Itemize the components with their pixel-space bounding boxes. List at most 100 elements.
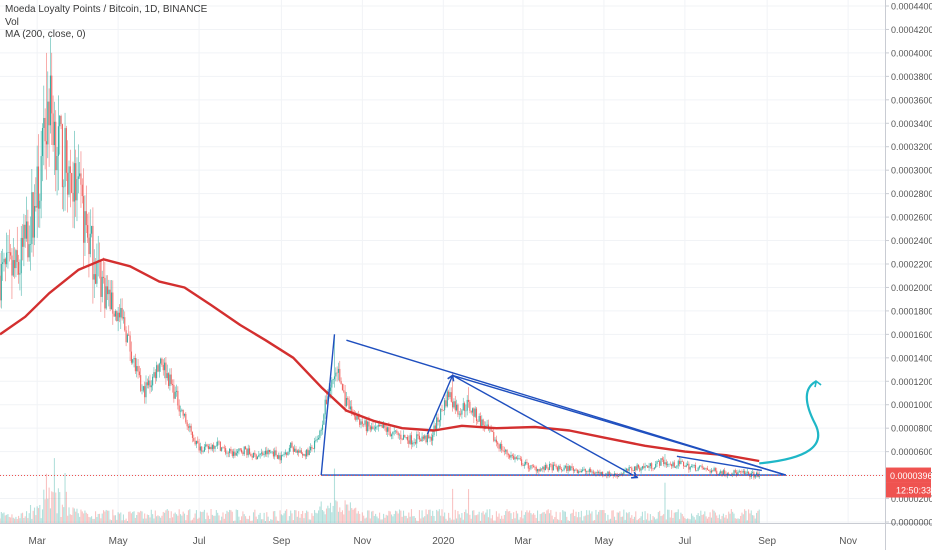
- forecast-arrow: [759, 380, 820, 465]
- candle-body: [445, 400, 447, 407]
- volume-bar: [65, 491, 67, 523]
- candle-body: [286, 452, 288, 455]
- candle-body: [27, 221, 29, 258]
- volume-bar: [185, 520, 187, 523]
- volume-bar: [275, 516, 277, 523]
- candle-body: [381, 425, 383, 428]
- candle-body: [245, 446, 247, 450]
- time-axis-label: Sep: [758, 536, 776, 547]
- volume-bar: [203, 509, 205, 523]
- volume-bar: [227, 512, 229, 523]
- candle-body: [716, 470, 718, 474]
- candle-body: [87, 225, 89, 238]
- candle-body: [4, 258, 6, 265]
- candle-body: [651, 463, 653, 469]
- volume-bar: [757, 510, 759, 523]
- volume-bar: [568, 520, 570, 523]
- volume-bar: [225, 513, 227, 523]
- candle-body: [583, 468, 585, 470]
- volume-bar: [329, 502, 332, 523]
- candle-body: [364, 420, 366, 425]
- volume-legend[interactable]: Vol: [5, 16, 19, 28]
- volume-bar: [68, 507, 70, 523]
- volume-bar: [340, 512, 342, 523]
- candle-body: [108, 289, 110, 295]
- candle-body: [85, 211, 87, 226]
- volume-bar: [8, 516, 10, 523]
- candle-body: [579, 471, 581, 473]
- volume-bar: [57, 488, 59, 523]
- candle-body: [746, 471, 748, 473]
- candle-body: [56, 155, 58, 171]
- candle-body: [383, 424, 385, 428]
- volume-bar: [748, 509, 750, 523]
- volume-bar: [361, 512, 363, 523]
- candle-body: [222, 447, 224, 449]
- time-axis-label: 2020: [432, 536, 455, 547]
- volume-bar: [24, 516, 26, 523]
- candle-body: [33, 206, 36, 238]
- candle-body: [647, 465, 649, 468]
- candle-body: [570, 466, 572, 471]
- volume-bar: [39, 504, 41, 523]
- candle-body: [284, 452, 286, 454]
- volume-bar: [219, 520, 221, 523]
- volume-bar: [594, 520, 596, 523]
- candle-body: [254, 452, 256, 455]
- volume-bar: [639, 518, 641, 523]
- volume-bar: [644, 511, 646, 523]
- candle-body: [405, 436, 407, 438]
- volume-bar: [436, 509, 438, 523]
- candle-body: [252, 452, 255, 458]
- candle-body: [146, 382, 148, 386]
- candle-body: [258, 454, 260, 457]
- volume-bar: [633, 516, 635, 523]
- volume-bar: [688, 518, 690, 523]
- candle-body: [744, 471, 746, 474]
- volume-bar: [736, 518, 738, 523]
- volume-bar: [610, 518, 612, 523]
- candle-body: [64, 128, 66, 187]
- candle-body: [0, 275, 1, 301]
- volume-bar: [527, 512, 529, 523]
- candle-body: [563, 467, 565, 470]
- candle-body: [316, 439, 318, 440]
- candle-body: [429, 437, 431, 439]
- ma-legend[interactable]: MA (200, close, 0): [5, 29, 86, 40]
- volume-bar: [97, 513, 99, 523]
- volume-bar: [213, 515, 215, 523]
- volume-bar: [465, 509, 467, 523]
- candle-body: [237, 451, 239, 453]
- volume-bar: [2, 513, 4, 523]
- volume-bar: [625, 512, 628, 523]
- candle-body: [118, 312, 121, 318]
- volume-bar: [444, 512, 446, 523]
- volume-bar: [705, 516, 707, 523]
- volume-bar: [421, 510, 423, 523]
- volume-bar: [101, 513, 103, 523]
- candle-body: [221, 447, 223, 451]
- volume-bar: [235, 509, 237, 523]
- volume-bar: [51, 491, 53, 523]
- candle-body: [596, 472, 598, 473]
- candle-body: [632, 470, 634, 472]
- volume-bar: [140, 510, 142, 523]
- symbol-title[interactable]: Moeda Loyalty Points / Bitcoin, 1D, BINA…: [5, 4, 208, 15]
- volume-bar: [583, 516, 585, 523]
- volume-bar: [538, 520, 540, 523]
- candle-body: [683, 461, 685, 467]
- candle-body: [332, 379, 334, 381]
- volume-bar: [186, 514, 188, 523]
- candle-body: [2, 262, 4, 264]
- candle-body: [470, 410, 472, 413]
- countdown-badge: [886, 482, 931, 498]
- volume-bar: [392, 516, 394, 523]
- volume-bar: [498, 513, 500, 523]
- volume-bar: [694, 519, 697, 523]
- candle-body: [76, 179, 78, 201]
